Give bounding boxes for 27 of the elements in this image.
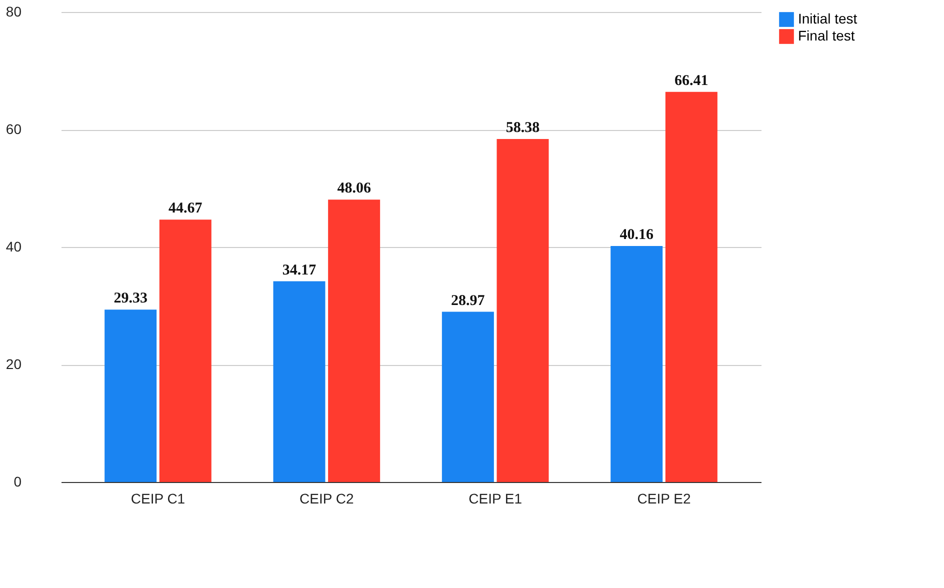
data-label: 44.67 (168, 200, 203, 217)
x-tick-label: CEIP E2 (637, 490, 691, 506)
x-tick-label: CEIP C2 (300, 490, 354, 506)
data-label: 40.16 (620, 227, 654, 244)
y-tick-label: 0 (14, 474, 22, 490)
bar (442, 312, 494, 482)
data-label: 58.38 (506, 120, 540, 136)
bar (159, 220, 212, 482)
bar (104, 310, 157, 482)
bar (496, 139, 549, 482)
data-label: 48.06 (337, 180, 372, 197)
bar (273, 281, 326, 482)
data-label: 34.17 (282, 262, 317, 278)
y-tick-label: 60 (6, 121, 22, 137)
bar (665, 92, 718, 482)
y-tick-label: 20 (6, 356, 22, 372)
legend-label: Final test (798, 28, 855, 44)
y-tick-label: 80 (6, 4, 22, 20)
x-tick-label: CEIP C1 (130, 490, 186, 506)
legend-label: Initial test (798, 10, 858, 26)
y-tick-label: 40 (6, 238, 22, 254)
bar (610, 246, 663, 482)
data-label: 28.97 (451, 292, 486, 309)
bar (328, 200, 380, 482)
data-label: 29.33 (114, 290, 148, 307)
data-label: 66.41 (674, 72, 708, 89)
x-tick-label: CEIP E1 (468, 490, 522, 506)
